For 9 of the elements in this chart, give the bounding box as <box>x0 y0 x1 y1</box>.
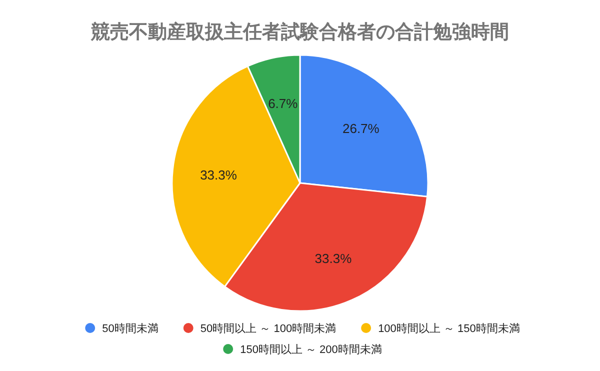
data-label: 6.7% <box>268 96 298 111</box>
chart-title: 競売不動産取扱主任者試験合格者の合計勉強時間 <box>90 21 509 43</box>
legend-label: 50時間以上 ～ 100時間未満 <box>200 322 336 335</box>
legend-label: 150時間以上 ～ 200時間未満 <box>240 343 382 356</box>
data-label: 33.3% <box>314 250 352 266</box>
data-label: 33.3% <box>200 168 238 183</box>
data-label: 26.7% <box>342 121 380 136</box>
legend-label: 50時間未満 <box>102 322 158 335</box>
legend-label: 100時間以上 ～ 150時間未満 <box>378 322 520 335</box>
